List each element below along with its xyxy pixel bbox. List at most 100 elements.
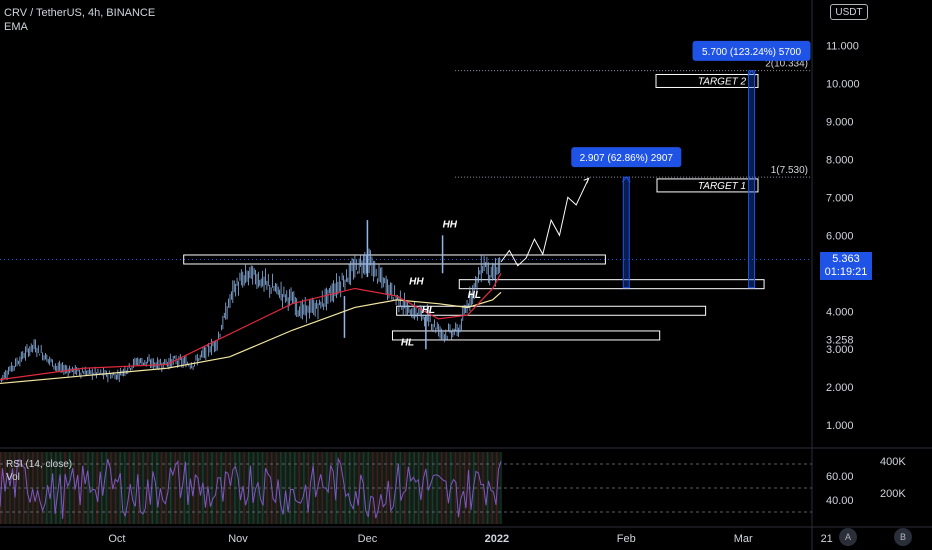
fib-level-label: 2(10.334) [765,59,808,70]
measure-label-bg [692,40,811,61]
y-tick-label: 9.000 [826,116,854,128]
support-zone-box [183,254,606,265]
volume-bar [257,452,259,524]
target-label: TARGET 1 [698,181,746,192]
ema-slow-line [0,291,502,385]
projection-path [500,178,590,267]
volume-bar [9,452,11,524]
y-tick-label: 6.000 [826,230,854,242]
volume-bar [321,452,323,524]
volume-bar [165,452,167,524]
volume-bar [436,452,438,524]
volume-bar [422,452,425,524]
indicator-label: EMA [4,21,28,33]
volume-bar [183,452,186,524]
y-tick-label: 10.000 [826,78,860,90]
volume-bar [146,452,149,524]
y-tick-label-low: 3.258 [826,334,854,346]
measure-range [748,70,756,289]
measure-label: 2.907 (62.86%) 2907 [580,153,674,164]
volume-bar [87,452,89,524]
x-tick-label: Feb [617,533,636,545]
volume-bar [22,452,25,524]
volume-bar [142,452,144,524]
volume-bar [27,452,30,524]
rsi-label: RSI (14, close) [6,459,72,470]
x-tick-label: Oct [108,533,125,545]
x-tick-label: 2022 [485,533,509,545]
volume-bar [459,452,461,524]
volume-tick-label: 400K [880,456,906,468]
support-zone-box [458,279,765,290]
measure-label-bg [571,147,682,168]
y-tick-label: 1.000 [826,420,854,432]
pattern-annotation: HL [422,305,435,316]
y-tick-label: 2.000 [826,382,854,394]
rsi-line [0,457,502,519]
vol-label: Vol [6,472,20,483]
y-tick-label: 8.000 [826,154,854,166]
target-label: TARGET 2 [698,76,747,87]
current-price-tag: 5.363 01:19:21 [820,252,872,280]
target-box [656,178,759,193]
auto-scale-button[interactable]: A [839,528,857,546]
volume-bar [266,452,268,524]
measure-arrow [621,176,631,183]
volume-bar [440,452,443,524]
volume-bar [82,452,85,524]
current-price-value: 5.363 [832,253,860,265]
measure-label: 5.700 (123.24%) 5700 [702,47,801,58]
volume-bar [261,452,264,524]
volume-bar [417,452,420,524]
y-tick-label: 7.000 [826,192,854,204]
y-tick-label: 11.000 [826,40,859,52]
ema-fast-line [0,272,502,381]
volume-bar [477,452,480,524]
pattern-annotation: HH [443,220,458,231]
y-tick-label: 3.000 [826,344,854,356]
volume-bar [381,452,383,524]
candles-group [0,245,501,383]
rsi-tick-label: 60.00 [826,471,854,483]
rsi-background [0,452,502,524]
pattern-annotation: HL [468,290,481,301]
target-box [655,73,759,88]
volume-bar [303,452,305,524]
volume-bar [68,452,71,524]
volume-bar [284,452,287,524]
volume-bar [243,452,245,524]
volume-bar [339,452,342,524]
volume-bar [202,452,204,524]
volume-bar [105,452,108,524]
y-tick-label: 4.000 [826,306,854,318]
x-tick-label: Nov [228,533,248,545]
volume-bar [45,452,48,524]
pattern-annotation: HL [401,337,414,348]
log-scale-button[interactable]: B [894,528,912,546]
volume-bar [298,452,301,524]
volume-bar [280,452,282,524]
volume-bar [344,452,346,524]
volume-tick-label: 200K [880,488,906,500]
projection-arrowhead [583,177,590,184]
volume-bar [64,452,66,524]
volume-bar [358,452,360,524]
pattern-annotation: HH [409,277,424,288]
volume-bar [225,452,227,524]
volume-bar [500,452,503,524]
x-tick-label: Mar [734,533,753,545]
currency-badge[interactable]: USDT [830,4,868,20]
volume-bar [376,452,379,524]
measure-arrow [747,70,756,77]
measure-range [622,176,630,289]
volume-bar [160,452,163,524]
bar-countdown: 01:19:21 [824,266,868,278]
rsi-tick-label: 40.00 [826,495,854,507]
support-zone-box [391,330,661,341]
volume-bar [124,452,126,524]
x-tick-label: Dec [358,533,378,545]
support-zone-box [396,305,707,316]
fib-level-label: 1(7.530) [771,165,808,176]
